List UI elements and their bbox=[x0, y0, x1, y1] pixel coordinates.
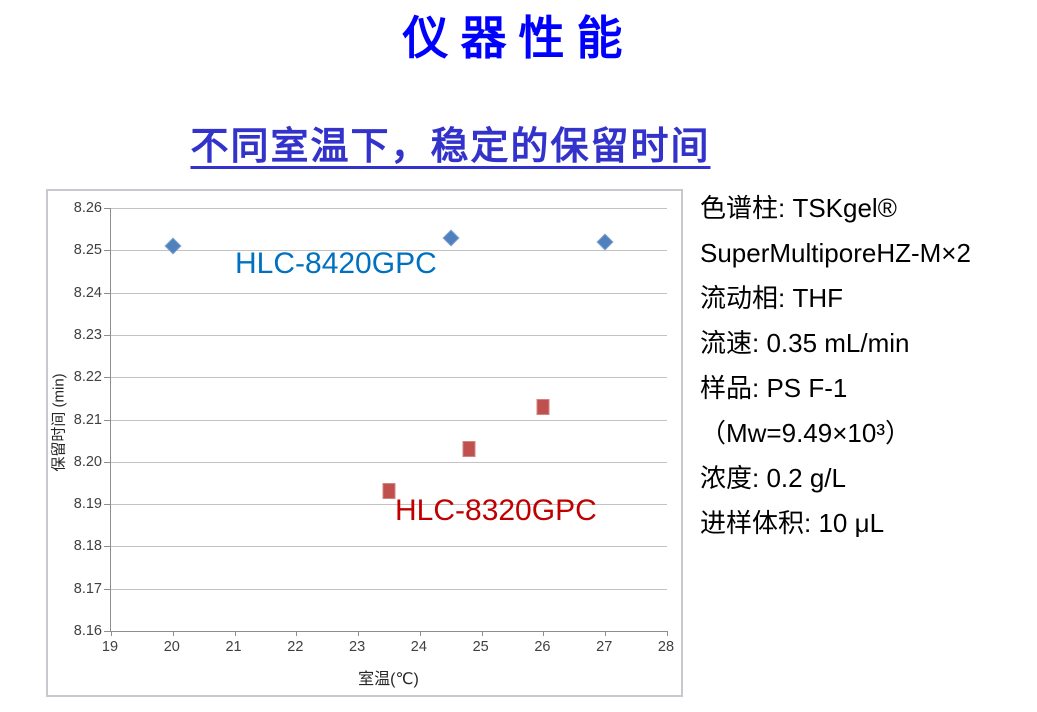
x-tick-label: 28 bbox=[657, 639, 675, 655]
x-tick-label: 24 bbox=[410, 639, 427, 655]
x-tick-mark bbox=[605, 631, 607, 636]
data-point-hlc-8420gpc bbox=[442, 229, 460, 247]
x-axis-title: 室温(℃) bbox=[358, 671, 419, 688]
y-tick-mark bbox=[104, 334, 111, 336]
y-tick-label: 8.23 bbox=[73, 326, 102, 343]
x-tick-label: 25 bbox=[472, 639, 489, 655]
y-tick-label: 8.24 bbox=[73, 284, 102, 301]
data-point-hlc-8420gpc bbox=[164, 237, 182, 255]
y-tick-label: 8.21 bbox=[73, 411, 102, 428]
series-label-hlc-8320gpc: HLC-8320GPC bbox=[395, 494, 597, 527]
y-tick-label: 8.22 bbox=[73, 369, 102, 386]
y-tick-mark bbox=[104, 588, 111, 590]
y-tick-mark bbox=[104, 546, 111, 548]
x-tick-label: 20 bbox=[163, 639, 180, 655]
condition-mobile-phase: 流动相: THF bbox=[700, 283, 843, 313]
x-tick-label: 27 bbox=[596, 639, 613, 655]
y-axis-tick-labels: 8.16 8.17 8.18 8.19 8.20 8.21 8.22 8.23 8.24 8.25… bbox=[48, 200, 102, 639]
data-point-hlc-8420gpc bbox=[596, 233, 614, 251]
y-tick-label: 8.17 bbox=[73, 580, 102, 597]
x-tick-label: 21 bbox=[225, 639, 242, 655]
data-point-hlc-8320gpc bbox=[536, 398, 550, 415]
y-tick-mark bbox=[104, 250, 111, 252]
x-tick-mark bbox=[543, 631, 545, 636]
y-tick-label: 8.25 bbox=[73, 242, 102, 259]
x-tick-label: 23 bbox=[349, 639, 366, 655]
y-tick-mark bbox=[104, 461, 111, 463]
gridline bbox=[111, 546, 667, 548]
x-tick-mark bbox=[234, 631, 236, 636]
gridline bbox=[111, 292, 667, 294]
x-tick-mark bbox=[358, 631, 360, 636]
x-tick-mark bbox=[172, 631, 174, 636]
condition-column: 色谱柱: TSKgel® bbox=[700, 193, 897, 223]
x-tick-label: 22 bbox=[287, 639, 304, 655]
gridline bbox=[111, 588, 667, 590]
x-tick-label: 19 bbox=[101, 639, 119, 655]
x-tick-label: 26 bbox=[534, 639, 551, 655]
gridline bbox=[111, 250, 667, 252]
page-title: 仪器性能 bbox=[402, 13, 635, 64]
gridline bbox=[111, 504, 667, 506]
x-tick-mark bbox=[481, 631, 483, 636]
series-label-hlc-8420gpc: HLC-8420GPC bbox=[235, 247, 437, 280]
y-tick-label: 8.20 bbox=[73, 453, 102, 470]
x-tick-mark bbox=[296, 631, 298, 636]
condition-sample: 样品: PS F-1 bbox=[700, 373, 848, 403]
x-tick-mark bbox=[667, 631, 668, 636]
data-point-hlc-8320gpc bbox=[382, 483, 396, 500]
gridline bbox=[111, 334, 667, 336]
condition-flow-rate: 流速: 0.35 mL/min bbox=[700, 328, 910, 358]
y-tick-label: 8.26 bbox=[73, 200, 102, 216]
condition-concentration: 浓度: 0.2 g/L bbox=[700, 463, 846, 493]
condition-column-name: SuperMultiporeHZ-M×2 bbox=[700, 238, 971, 268]
y-tick-label: 8.19 bbox=[73, 496, 102, 513]
y-tick-mark bbox=[104, 504, 111, 506]
x-tick-mark bbox=[111, 631, 112, 636]
condition-injection-volume: 进样体积: 10 μL bbox=[700, 508, 885, 538]
y-tick-mark bbox=[104, 419, 111, 421]
y-tick-label: 8.16 bbox=[73, 623, 102, 639]
y-tick-mark bbox=[104, 377, 111, 379]
y-tick-mark bbox=[104, 631, 111, 632]
gridline bbox=[111, 419, 667, 421]
x-axis-tick-labels: 19 20 21 22 23 24 25 26 27 28 bbox=[102, 639, 674, 659]
y-tick-mark bbox=[104, 208, 111, 209]
chart-subtitle: 不同室温下，稳定的保留时间 bbox=[190, 126, 711, 168]
plot-area bbox=[104, 208, 668, 636]
gridline bbox=[111, 208, 667, 209]
scatter-chart: 保留时间 (min) 8.16 8.17 8.18 8.19 8.20 8.21 8.22 8… bbox=[46, 189, 683, 697]
analysis-conditions-panel: 色谱柱: TSKgel® SuperMultiporeHZ-M×2 流动相: T… bbox=[700, 186, 1035, 546]
y-tick-label: 8.18 bbox=[73, 538, 102, 555]
condition-sample-mw: （Mw=9.49×10³） bbox=[700, 418, 911, 448]
data-point-hlc-8320gpc bbox=[462, 441, 476, 458]
y-tick-mark bbox=[104, 292, 111, 294]
gridline bbox=[111, 377, 667, 379]
x-tick-mark bbox=[419, 631, 421, 636]
gridline bbox=[111, 461, 667, 463]
